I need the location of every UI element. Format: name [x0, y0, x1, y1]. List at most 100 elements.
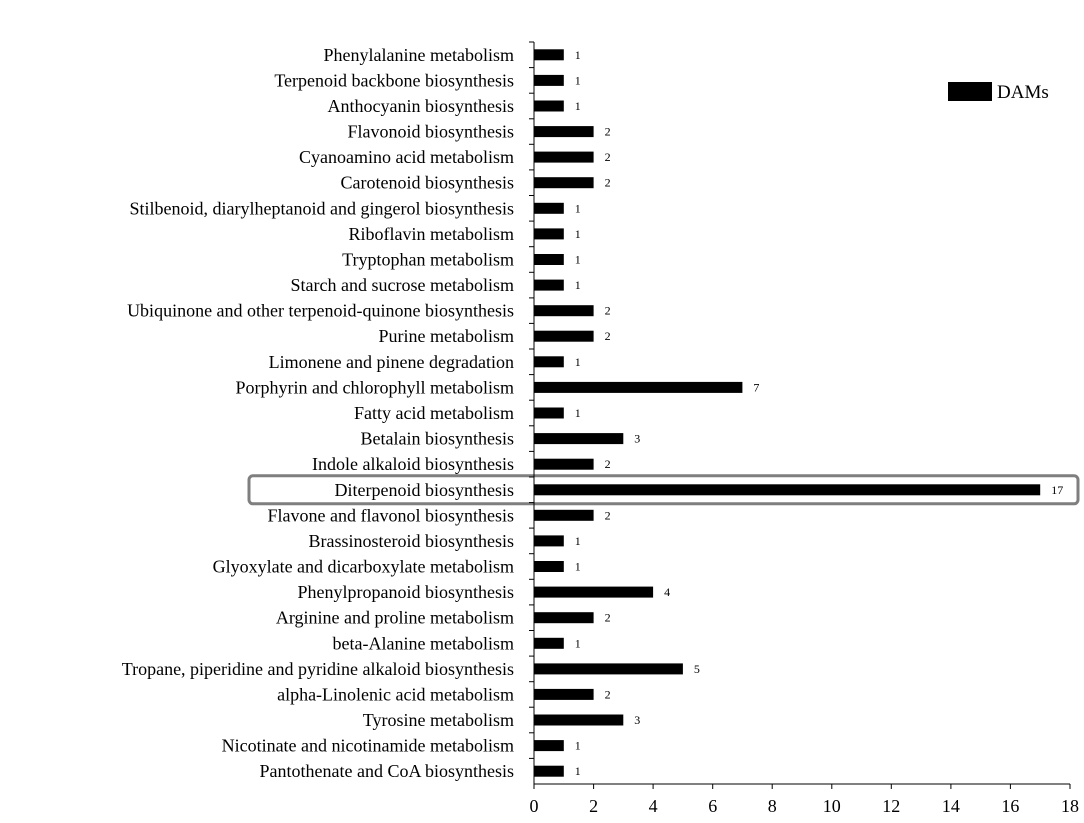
x-tick-label-6: 6	[708, 796, 717, 816]
category-label-arginine-and-proline-metabolism: Arginine and proline metabolism	[276, 608, 514, 628]
category-label-riboflavin-metabolism: Riboflavin metabolism	[349, 224, 514, 244]
category-label-phenylpropanoid-biosynthesis: Phenylpropanoid biosynthesis	[298, 582, 515, 602]
x-tick-label-2: 2	[589, 796, 598, 816]
bar-starch-and-sucrose-metabolism	[534, 279, 564, 291]
value-label-limonene-and-pinene-degradation: 1	[575, 355, 581, 369]
value-label-phenylalanine-metabolism: 1	[575, 48, 581, 62]
value-label-fatty-acid-metabolism: 1	[575, 406, 581, 420]
value-label-flavonoid-biosynthesis: 2	[605, 125, 611, 139]
bar-tropane-piperidine-and-pyridine-alkaloid-biosynthesis	[534, 663, 683, 675]
value-label-betalain-biosynthesis: 3	[634, 432, 640, 446]
category-label-starch-and-sucrose-metabolism: Starch and sucrose metabolism	[291, 275, 514, 295]
bar-arginine-and-proline-metabolism	[534, 612, 594, 624]
bar-carotenoid-biosynthesis	[534, 177, 594, 189]
bar-brassinosteroid-biosynthesis	[534, 535, 564, 547]
bar-fatty-acid-metabolism	[534, 407, 564, 419]
value-label-arginine-and-proline-metabolism: 2	[605, 611, 611, 625]
category-label-brassinosteroid-biosynthesis: Brassinosteroid biosynthesis	[309, 531, 515, 551]
category-label-flavone-and-flavonol-biosynthesis: Flavone and flavonol biosynthesis	[268, 505, 514, 525]
bar-cyanoamino-acid-metabolism	[534, 151, 594, 163]
bar-pantothenate-and-coa-biosynthesis	[534, 765, 564, 777]
value-label-diterpenoid-biosynthesis: 17	[1051, 483, 1063, 497]
category-label-terpenoid-backbone-biosynthesis: Terpenoid backbone biosynthesis	[274, 70, 514, 90]
category-label-nicotinate-and-nicotinamide-metabolism: Nicotinate and nicotinamide metabolism	[222, 736, 514, 756]
bar-phenylpropanoid-biosynthesis	[534, 586, 654, 598]
value-label-anthocyanin-biosynthesis: 1	[575, 99, 581, 113]
bar-tyrosine-metabolism	[534, 714, 624, 726]
value-label-brassinosteroid-biosynthesis: 1	[575, 534, 581, 548]
legend-label: DAMs	[997, 82, 1049, 103]
category-label-tyrosine-metabolism: Tyrosine metabolism	[363, 710, 514, 730]
category-label-carotenoid-biosynthesis: Carotenoid biosynthesis	[341, 173, 515, 193]
category-label-betalain-biosynthesis: Betalain biosynthesis	[361, 429, 514, 449]
category-label-anthocyanin-biosynthesis: Anthocyanin biosynthesis	[328, 96, 515, 116]
bar-flavonoid-biosynthesis	[534, 126, 594, 138]
category-label-tryptophan-metabolism: Tryptophan metabolism	[342, 250, 514, 270]
value-label-cyanoamino-acid-metabolism: 2	[605, 150, 611, 164]
x-tick-label-10: 10	[823, 796, 841, 816]
category-label-glyoxylate-and-dicarboxylate-metabolism: Glyoxylate and dicarboxylate metabolism	[213, 557, 514, 577]
bar-beta-alanine-metabolism	[534, 637, 564, 649]
bar-porphyrin-and-chlorophyll-metabolism	[534, 381, 743, 393]
value-label-pantothenate-and-coa-biosynthesis: 1	[575, 764, 581, 778]
category-label-phenylalanine-metabolism: Phenylalanine metabolism	[324, 45, 514, 65]
category-label-indole-alkaloid-biosynthesis: Indole alkaloid biosynthesis	[312, 454, 514, 474]
value-label-beta-alanine-metabolism: 1	[575, 636, 581, 650]
x-tick-label-18: 18	[1061, 796, 1079, 816]
x-tick-label-0: 0	[530, 796, 539, 816]
value-label-alpha-linolenic-acid-metabolism: 2	[605, 687, 611, 701]
category-label-flavonoid-biosynthesis: Flavonoid biosynthesis	[347, 122, 514, 142]
value-label-indole-alkaloid-biosynthesis: 2	[605, 457, 611, 471]
category-label-limonene-and-pinene-degradation: Limonene and pinene degradation	[269, 352, 514, 372]
category-label-purine-metabolism: Purine metabolism	[379, 326, 514, 346]
legend-swatch	[948, 82, 992, 101]
value-label-starch-and-sucrose-metabolism: 1	[575, 278, 581, 292]
category-label-alpha-linolenic-acid-metabolism: alpha-Linolenic acid metabolism	[277, 684, 514, 704]
value-label-tyrosine-metabolism: 3	[634, 713, 640, 727]
bar-limonene-and-pinene-degradation	[534, 356, 564, 368]
value-label-flavone-and-flavonol-biosynthesis: 2	[605, 508, 611, 522]
value-label-nicotinate-and-nicotinamide-metabolism: 1	[575, 739, 581, 753]
bar-riboflavin-metabolism	[534, 228, 564, 240]
category-label-pantothenate-and-coa-biosynthesis: Pantothenate and CoA biosynthesis	[260, 761, 514, 781]
value-label-riboflavin-metabolism: 1	[575, 227, 581, 241]
value-label-carotenoid-biosynthesis: 2	[605, 176, 611, 190]
category-label-stilbenoid-diarylheptanoid-and-gingerol-biosynthesis: Stilbenoid, diarylheptanoid and gingerol…	[130, 198, 514, 218]
value-label-ubiquinone-and-other-terpenoid-quinone-biosynthesis: 2	[605, 304, 611, 318]
bar-ubiquinone-and-other-terpenoid-quinone-biosynthesis	[534, 305, 594, 317]
axes	[529, 41, 1071, 789]
bar-indole-alkaloid-biosynthesis	[534, 458, 594, 470]
highlight-box	[247, 474, 1080, 506]
value-label-stilbenoid-diarylheptanoid-and-gingerol-biosynthesis: 1	[575, 201, 581, 215]
value-label-porphyrin-and-chlorophyll-metabolism: 7	[753, 380, 759, 394]
value-label-phenylpropanoid-biosynthesis: 4	[664, 585, 670, 599]
bar-tryptophan-metabolism	[534, 254, 564, 265]
category-label-cyanoamino-acid-metabolism: Cyanoamino acid metabolism	[299, 147, 514, 167]
bar-purine-metabolism	[534, 330, 594, 342]
category-labels: Phenylalanine metabolism Terpenoid backbo…	[122, 45, 514, 781]
bar-anthocyanin-biosynthesis	[534, 100, 564, 112]
x-tick-labels: 0 2 4 6 8 10 12 14 16 18	[530, 796, 1080, 816]
value-label-tropane-piperidine-and-pyridine-alkaloid-biosynthesis: 5	[694, 662, 700, 676]
bar-nicotinate-and-nicotinamide-metabolism	[534, 740, 564, 752]
value-label-tryptophan-metabolism: 1	[575, 253, 581, 267]
bars-layer	[534, 49, 1041, 777]
value-label-purine-metabolism: 2	[605, 329, 611, 343]
bar-alpha-linolenic-acid-metabolism	[534, 688, 594, 700]
bar-stilbenoid-diarylheptanoid-and-gingerol-biosynthesis	[534, 202, 564, 214]
x-tick-label-16: 16	[1001, 796, 1019, 816]
category-label-tropane-piperidine-and-pyridine-alkaloid-biosynthesis: Tropane, piperidine and pyridine alkaloi…	[122, 659, 514, 679]
bar-terpenoid-backbone-biosynthesis	[534, 74, 564, 86]
bar-glyoxylate-and-dicarboxylate-metabolism	[534, 561, 564, 572]
category-label-porphyrin-and-chlorophyll-metabolism: Porphyrin and chlorophyll metabolism	[236, 377, 514, 397]
value-label-glyoxylate-and-dicarboxylate-metabolism: 1	[575, 560, 581, 574]
category-label-ubiquinone-and-other-terpenoid-quinone-biosynthesis: Ubiquinone and other terpenoid-quinone b…	[127, 301, 514, 321]
highlight-layer	[247, 474, 1080, 506]
value-label-terpenoid-backbone-biosynthesis: 1	[575, 73, 581, 87]
category-label-beta-alanine-metabolism: beta-Alanine metabolism	[333, 633, 514, 653]
category-label-fatty-acid-metabolism: Fatty acid metabolism	[354, 403, 514, 423]
x-tick-label-14: 14	[942, 796, 960, 816]
bar-diterpenoid-biosynthesis	[534, 484, 1041, 496]
